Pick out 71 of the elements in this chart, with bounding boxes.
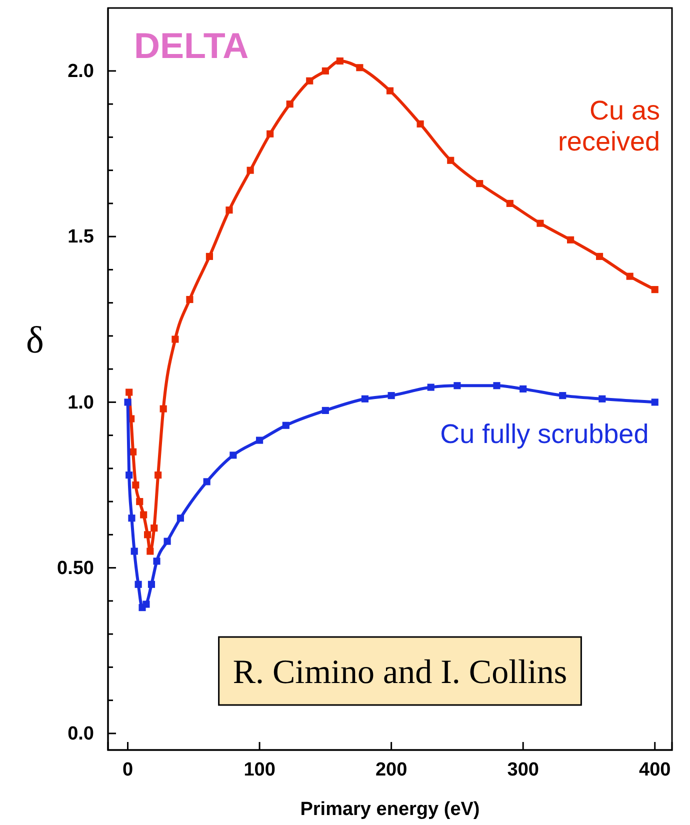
point	[336, 57, 344, 65]
point	[598, 395, 606, 402]
point	[476, 180, 484, 188]
point	[388, 392, 395, 400]
point	[386, 87, 394, 94]
point	[322, 67, 329, 74]
point	[266, 130, 274, 138]
point	[493, 382, 500, 390]
point	[226, 206, 233, 214]
point	[506, 200, 514, 207]
annotation: DELTA	[134, 25, 249, 66]
point	[203, 478, 210, 486]
point	[230, 452, 237, 459]
point	[130, 448, 137, 456]
point	[176, 514, 184, 522]
annotation: R. Cimino and I. Collins	[232, 654, 568, 691]
point	[134, 580, 142, 588]
point	[124, 398, 132, 406]
point	[286, 100, 294, 108]
point	[142, 600, 150, 608]
point	[132, 481, 140, 489]
point	[128, 514, 136, 522]
point	[148, 580, 156, 588]
point	[566, 236, 574, 244]
point	[160, 405, 167, 412]
x-tick-label: 100	[244, 759, 276, 780]
point	[416, 120, 424, 128]
y-tick-label: 1.5	[68, 226, 94, 248]
point	[146, 548, 154, 555]
point	[144, 531, 152, 538]
point	[306, 77, 314, 84]
point	[256, 436, 264, 444]
point	[361, 395, 368, 402]
point	[626, 272, 634, 280]
point	[536, 220, 544, 227]
point	[651, 398, 658, 406]
point	[559, 392, 566, 400]
point	[172, 336, 179, 343]
y-tick-label: 1.0	[68, 392, 94, 414]
x-tick-label: 300	[507, 759, 539, 780]
point	[150, 524, 158, 532]
point	[246, 166, 254, 174]
point	[186, 296, 194, 304]
point	[322, 406, 329, 414]
text: Cu as received	[558, 95, 660, 156]
point	[154, 472, 162, 479]
y-tick-label: 2.0	[68, 61, 94, 82]
point	[356, 64, 364, 72]
y-axis-title: δ	[26, 320, 44, 362]
series-label: Cu fully scrubbed	[440, 419, 649, 450]
x-tick-label: 0	[122, 759, 134, 780]
point	[596, 252, 604, 260]
point	[206, 252, 213, 260]
x-tick-label: 400	[639, 759, 671, 780]
point	[130, 548, 138, 555]
x-axis-title: Primary energy (eV)	[300, 799, 480, 820]
point	[651, 286, 658, 294]
point	[164, 538, 171, 545]
y-tick-label: 0.0	[68, 724, 94, 745]
point	[140, 511, 148, 518]
x-tick-label: 200	[375, 759, 408, 780]
point	[126, 472, 133, 479]
point	[520, 385, 527, 392]
point	[136, 498, 144, 506]
point	[126, 388, 133, 396]
point	[282, 422, 290, 429]
point	[153, 558, 160, 565]
point	[427, 384, 434, 391]
point	[454, 382, 461, 390]
y-tick-label: 0.50	[57, 558, 94, 579]
point	[447, 156, 454, 164]
